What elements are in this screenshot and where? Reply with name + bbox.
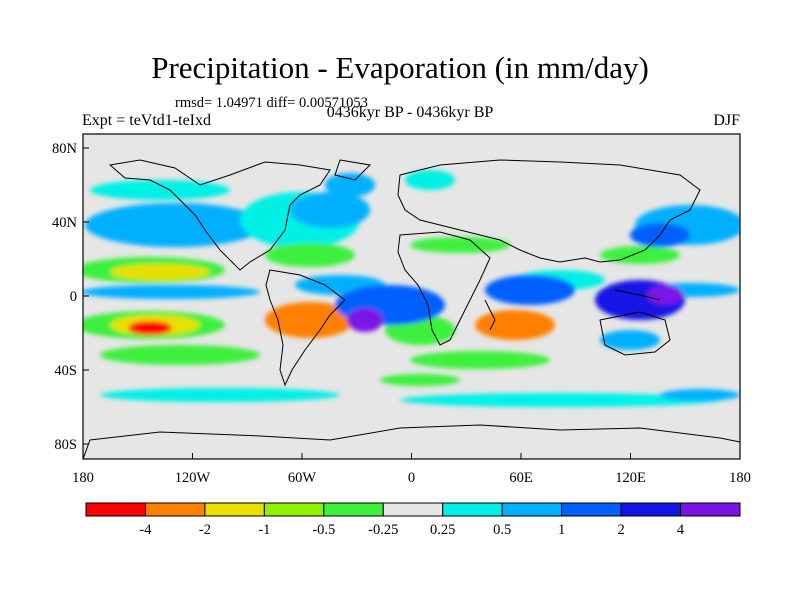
lat-label: 80N [52,141,78,157]
colorbar-box [501,502,563,517]
lat-label: 80S [54,437,77,453]
lon-label: 60E [509,470,533,486]
colorbar-label: 1 [558,522,565,538]
colorbar-box [561,502,622,517]
lat-label: 0 [70,289,77,305]
time-period-label: 0436kyr BP - 0436kyr BP [326,104,494,121]
colorbar-label: -0.5 [312,522,335,538]
colorbar-label: 2 [617,522,624,538]
lon-label: 120E [615,470,646,486]
lon-label: 180 [72,470,94,486]
map-field [83,134,740,459]
map-title: Precipitation - Evaporation (in mm/day) [151,50,649,85]
colorbar-box [323,502,384,517]
lon-label: 60W [288,470,317,486]
season-label: DJF [713,112,740,129]
colorbar-box [382,502,444,517]
lon-label: 0 [408,470,415,486]
colorbar-label: -2 [199,522,211,538]
lon-label: 180 [729,470,751,486]
colorbar-box [442,502,503,517]
lon-label: 120W [175,470,211,486]
latitude-axis: 80N 40N 0 40S 80S [52,141,89,453]
colorbar-box [263,502,325,517]
colorbar-box [204,502,265,517]
colorbar-label: -0.25 [368,522,398,538]
colorbar-label: 4 [677,522,685,538]
colorbar-box [620,502,682,517]
colorbar-label: 0.5 [493,522,511,538]
colorbar-label: 0.25 [430,522,455,538]
colorbar-box [85,502,146,517]
lat-label: 40N [52,215,78,231]
colorbar-label: -4 [139,522,152,538]
experiment-label: Expt = teVtd1-teIxd [82,112,211,129]
longitude-axis: 180 120W 60W 0 60E 120E 180 [72,453,751,486]
colorbar-label: -1 [258,522,270,538]
coastlines [83,159,740,459]
colorbar-box [144,502,206,517]
rmsd-diff-stats: rmsd= 1.04971 diff= 0.00571053 [175,95,368,111]
colorbar-box [680,502,741,517]
lat-label: 40S [54,363,77,379]
